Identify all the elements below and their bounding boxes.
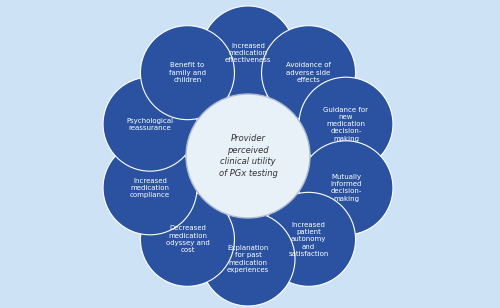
Circle shape: [140, 26, 234, 120]
Circle shape: [299, 77, 393, 171]
Circle shape: [140, 192, 234, 286]
Text: Increased
patient
autonomy
and
satisfaction: Increased patient autonomy and satisfact…: [288, 222, 329, 257]
Text: Provider
perceived
clinical utility
of PGx testing: Provider perceived clinical utility of P…: [218, 134, 278, 178]
Text: Benefit to
family and
children: Benefit to family and children: [169, 63, 206, 83]
Circle shape: [103, 141, 197, 235]
Text: Explanation
for past
medication
experiences: Explanation for past medication experien…: [227, 245, 269, 273]
Text: Guidance for
new
medication
decision-
making: Guidance for new medication decision- ma…: [324, 107, 368, 142]
Text: Avoidance of
adverse side
effects: Avoidance of adverse side effects: [286, 63, 331, 83]
Text: Psychological
reassurance: Psychological reassurance: [126, 118, 174, 131]
Circle shape: [262, 26, 356, 120]
Text: Decreased
medication
odyssey and
cost: Decreased medication odyssey and cost: [166, 225, 210, 253]
Circle shape: [262, 192, 356, 286]
Circle shape: [299, 141, 393, 235]
Text: Increased
medication
effectiveness: Increased medication effectiveness: [225, 43, 271, 63]
Circle shape: [186, 94, 310, 218]
Text: Increased
medication
compliance: Increased medication compliance: [130, 178, 170, 198]
Circle shape: [201, 212, 295, 306]
Text: Mutually
informed
decision-
making: Mutually informed decision- making: [330, 174, 362, 202]
Circle shape: [201, 6, 295, 100]
Circle shape: [103, 77, 197, 171]
